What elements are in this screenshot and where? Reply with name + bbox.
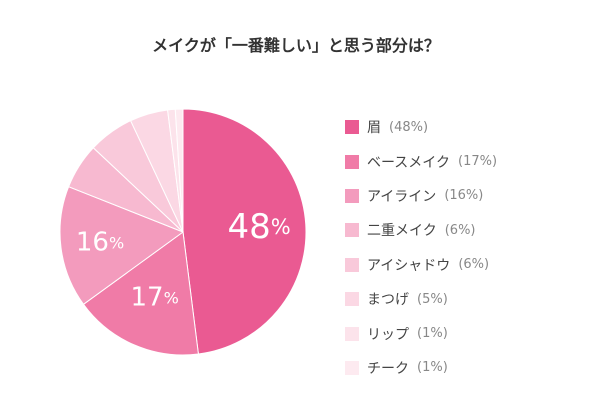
legend: 眉 (48%) ベースメイク (17%) アイライン (16%) 二重メイク (… xyxy=(345,110,497,385)
legend-item: 二重メイク (6%) xyxy=(345,213,497,247)
legend-percent: (1%) xyxy=(417,326,448,342)
legend-item: 眉 (48%) xyxy=(345,110,497,144)
legend-label: ベースメイク xyxy=(367,154,451,171)
legend-label: アイシャドウ xyxy=(367,257,451,274)
legend-swatch xyxy=(345,257,359,272)
legend-percent: (5%) xyxy=(417,291,448,307)
legend-percent: (17%) xyxy=(458,154,498,170)
legend-percent: (1%) xyxy=(417,360,448,376)
legend-item: まつげ (5%) xyxy=(345,282,497,316)
legend-swatch xyxy=(345,360,359,375)
legend-percent: (6%) xyxy=(458,257,490,273)
legend-item: チーク (1%) xyxy=(345,351,497,385)
pie-slice xyxy=(82,231,199,356)
pie-slices xyxy=(59,108,307,356)
legend-label: チーク xyxy=(367,360,409,377)
legend-label: まつげ xyxy=(367,292,409,309)
pie-slice-label: 48% xyxy=(227,207,290,247)
pie-slice xyxy=(174,108,184,233)
pie-slice xyxy=(182,108,307,355)
legend-item: リップ (1%) xyxy=(345,316,497,350)
legend-label: アイライン xyxy=(367,188,437,205)
legend-item: アイシャドウ (6%) xyxy=(345,248,497,282)
legend-percent: (16%) xyxy=(444,188,484,204)
legend-swatch xyxy=(345,188,359,203)
legend-swatch xyxy=(345,326,359,341)
pie-slice xyxy=(59,186,185,305)
legend-percent: (6%) xyxy=(444,222,476,238)
pie-slice-label: 16% xyxy=(76,227,124,257)
legend-swatch xyxy=(345,120,359,135)
pie-slice-label: 17% xyxy=(131,282,179,312)
pie-slice-labels: 48% 17%16% xyxy=(76,207,291,312)
legend-item: ベースメイク (17%) xyxy=(345,144,497,178)
legend-label: 二重メイク xyxy=(367,223,437,240)
legend-label: 眉 xyxy=(367,120,381,137)
legend-swatch xyxy=(345,292,359,307)
legend-percent: (48%) xyxy=(389,119,429,135)
legend-swatch xyxy=(345,223,359,238)
legend-swatch xyxy=(345,154,359,169)
legend-item: アイライン (16%) xyxy=(345,179,497,213)
chart-title: メイクが「一番難しい」と思う部分は？ xyxy=(152,36,440,55)
legend-label: リップ xyxy=(367,326,409,343)
